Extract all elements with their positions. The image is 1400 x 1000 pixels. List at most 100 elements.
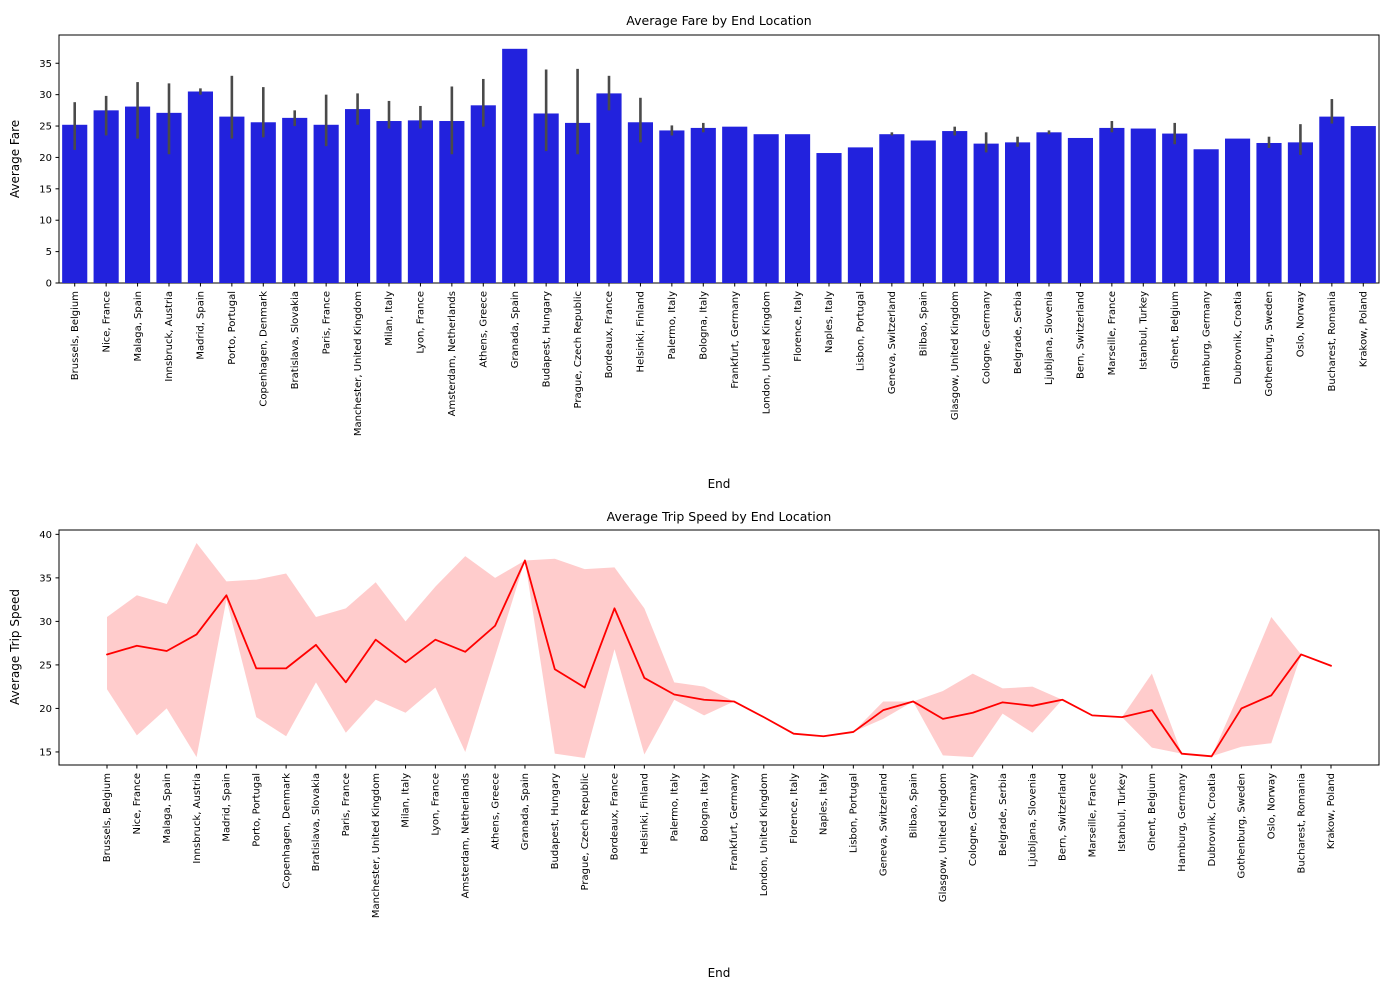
x-tick-label: Bucharest, Romania — [1296, 773, 1307, 873]
x-tick-label: Helsinki, Finland — [640, 773, 651, 854]
x-tick-label: Nice, France — [132, 773, 143, 835]
x-tick-label: Naples, Italy — [824, 291, 835, 353]
bar — [1225, 138, 1251, 283]
x-tick-label: Paris, France — [341, 773, 352, 836]
x-tick-label: Marseille, France — [1087, 773, 1098, 857]
bar — [596, 93, 622, 284]
bar — [219, 116, 245, 283]
x-tick-label: Frankfurt, Germany — [730, 291, 741, 389]
y-tick-label: 30 — [39, 90, 52, 101]
speed-chart-xlabel: End — [707, 966, 731, 980]
x-tick-label: Nice, France — [101, 291, 112, 353]
bar — [722, 126, 748, 283]
x-tick-label: Innsbruck, Austria — [164, 291, 175, 382]
x-tick-label: Lisbon, Portugal — [856, 291, 867, 371]
x-tick-label: Ghent, Belgium — [1170, 291, 1181, 369]
x-tick-label: Copenhagen, Denmark — [258, 291, 269, 407]
bar — [847, 147, 873, 283]
x-tick-label: Glasgow, United Kingdom — [938, 773, 949, 902]
x-tick-label: Porto, Portugal — [251, 773, 262, 847]
x-tick-label: Istanbul, Turkey — [1138, 291, 1149, 370]
x-tick-label: Malaga, Spain — [162, 773, 173, 843]
x-tick-label: Madrid, Spain — [196, 291, 207, 360]
x-tick-label: Krakow, Poland — [1358, 291, 1369, 367]
x-tick-label: Bratislava, Slovakia — [290, 291, 301, 389]
x-tick-label: Athens, Greece — [490, 773, 501, 850]
x-tick-label: Gothenburg, Sweden — [1237, 773, 1248, 878]
y-tick-label: 15 — [39, 184, 52, 195]
x-tick-label: Athens, Greece — [478, 291, 489, 368]
speed-chart-canvas: 15 20 25 30 35 40 Brussels, Belgium Nice, Franc… — [39, 529, 1380, 918]
y-tick-label: 0 — [46, 279, 52, 290]
x-tick-label: Amsterdam, Netherlands — [460, 773, 471, 898]
bar — [1319, 116, 1345, 283]
x-tick-label: Manchester, United Kingdom — [353, 291, 364, 436]
y-tick-label: 25 — [39, 660, 52, 671]
bar — [1130, 128, 1156, 283]
x-tick-label: Prague, Czech Republic — [580, 773, 591, 890]
x-tick-label: Paris, France — [321, 291, 332, 354]
x-tick-label: Florence, Italy — [789, 773, 800, 844]
x-tick-label: Madrid, Spain — [222, 773, 233, 842]
bar — [1067, 137, 1093, 283]
bar — [376, 121, 402, 283]
confidence-band — [107, 543, 1331, 759]
bar — [1036, 132, 1062, 283]
y-tick-label: 25 — [39, 122, 52, 133]
x-tick-label: Istanbul, Turkey — [1117, 773, 1128, 852]
speed-line-chart: 15 20 25 30 35 40 Brussels, Belgium Nice, Franc… — [0, 500, 1400, 1000]
x-tick-label: Ljubljana, Slovenia — [1028, 773, 1039, 867]
x-tick-label: Geneva, Switzerland — [878, 773, 889, 876]
x-tick-label: Krakow, Poland — [1326, 773, 1337, 849]
bar — [1005, 142, 1031, 283]
y-tick-label: 20 — [39, 153, 52, 164]
bar — [407, 120, 433, 283]
y-tick-label: 35 — [39, 573, 52, 584]
bar — [973, 143, 999, 283]
x-tick-label: Budapest, Hungary — [541, 291, 552, 387]
bar — [879, 134, 905, 283]
y-tick-label: 40 — [39, 530, 52, 541]
axes-frame — [58, 529, 1380, 766]
x-tick-label: Lisbon, Portugal — [849, 773, 860, 853]
x-tick-label: Cologne, Germany — [981, 291, 992, 384]
bar — [282, 117, 308, 283]
x-tick-label: Copenhagen, Denmark — [281, 773, 292, 889]
bar — [942, 131, 968, 283]
y-tick-label: 5 — [46, 247, 52, 258]
x-tick-label: Porto, Portugal — [227, 291, 238, 365]
x-tick-label: London, United Kingdom — [759, 773, 770, 896]
x-tick-label: Bordeaux, France — [604, 291, 615, 378]
x-tick-label: Bratislava, Slovakia — [311, 773, 322, 871]
fare-chart-xlabel: End — [707, 477, 731, 491]
x-tick-label: Milan, Italy — [401, 773, 412, 828]
x-tick-label: Granada, Spain — [520, 773, 531, 850]
bar — [93, 110, 119, 284]
fare-bar-chart: 0 5 10 15 20 25 30 35 Brussels, Belgium Nice, Fra… — [8, 13, 1380, 491]
x-tick-label: Naples, Italy — [819, 773, 830, 835]
bar — [910, 140, 936, 283]
bar — [1287, 142, 1313, 283]
bar — [1099, 127, 1125, 284]
x-tick-label: Manchester, United Kingdom — [371, 773, 382, 918]
x-tick-label: Hamburg, Germany — [1201, 291, 1212, 390]
x-tick-label: Bucharest, Romania — [1327, 291, 1338, 391]
bar — [659, 130, 685, 283]
bar — [1256, 142, 1282, 283]
x-tick-label: Oslo, Norway — [1266, 773, 1277, 839]
x-tick-label: Granada, Spain — [510, 291, 521, 368]
x-tick-label: Glasgow, United Kingdom — [950, 291, 961, 420]
y-tick-label: 35 — [39, 59, 52, 70]
bar — [1350, 126, 1376, 284]
bar — [345, 109, 371, 283]
x-tick-label: Brussels, Belgium — [70, 291, 81, 380]
x-tick-label: Florence, Italy — [793, 291, 804, 362]
speed-chart-ylabel: Average Trip Speed — [8, 589, 22, 705]
axes-frame — [58, 34, 1380, 284]
bar — [753, 134, 779, 283]
x-tick-label: Budapest, Hungary — [550, 773, 561, 869]
x-tick-label: Dubrovnik, Croatia — [1207, 773, 1218, 867]
x-tick-label: Palermo, Italy — [667, 291, 678, 360]
fare-chart-title: Average Fare by End Location — [626, 13, 812, 28]
